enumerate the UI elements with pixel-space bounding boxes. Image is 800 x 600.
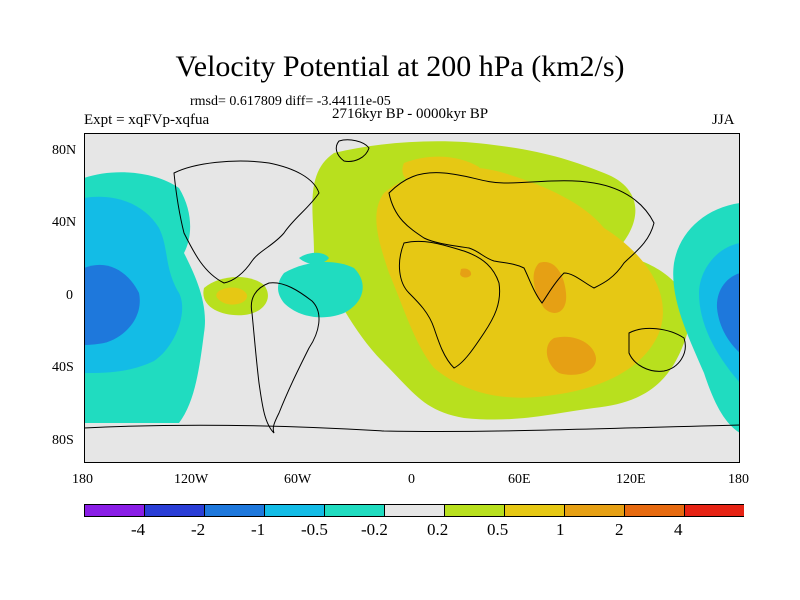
map-frame [84,133,740,463]
contour-positive-0.5-north [402,156,482,193]
contour-positive-0.5 [376,167,663,398]
colorbar-label: 2 [615,520,624,539]
contour-negative-1-west [84,264,140,345]
colorbar-swatch [564,504,625,517]
experiment-label: Expt = xqFVp-xqfua [84,112,210,128]
colorbar-swatch [144,504,205,517]
contour-negative-1-east [716,273,740,353]
period-subtitle: 2716kyr BP - 0000kyr BP [331,106,489,122]
contour-negative-atlantic [278,261,363,318]
colorbar-swatch [384,504,445,517]
colorbar-swatch [504,504,565,517]
colorbar-label: -0.5 [301,520,328,539]
colorbar-label: 4 [674,520,683,539]
y-tick-80s: 80S [52,433,74,448]
colorbar-label: -0.2 [361,520,388,539]
colorbar-swatch [444,504,505,517]
stats-line: rmsd= 0.617809 diff= -3.44111e-05 [190,94,391,109]
y-tick-0: 0 [66,288,73,303]
x-tick-120e: 120E [616,472,646,487]
colorbar-swatch [624,504,685,517]
colorbar-label: -2 [191,520,206,539]
season-label: JJA [712,112,735,128]
colorbar-swatch [684,504,744,517]
colorbar-label: 1 [556,520,565,539]
y-tick-80n: 80N [52,143,77,158]
colorbar [84,504,744,517]
y-tick-40n: 40N [52,215,77,230]
colorbar-label: -1 [251,520,266,539]
x-tick-120w: 120W [174,472,209,487]
x-tick-180w: 180 [72,472,93,487]
contour-positive-1-africa [460,268,472,278]
velocity-potential-map [84,133,740,463]
colorbar-swatch [324,504,385,517]
colorbar-label: 0.5 [487,520,509,539]
contour-positive-1 [533,262,567,313]
colorbar-swatch [84,504,145,517]
contour-negative-atlantic-north [299,252,329,265]
x-tick-60w: 60W [284,472,312,487]
contour-positive-1-south [546,336,597,375]
colorbar-swatch [264,504,325,517]
contour-positive-0.5-americas [216,287,248,305]
x-tick-60e: 60E [508,472,531,487]
colorbar-label: 0.2 [427,520,449,539]
colorbar-swatch [204,504,265,517]
colorbar-label: -4 [131,520,146,539]
map-title: Velocity Potential at 200 hPa (km2/s) [175,50,625,83]
x-tick-180e: 180 [728,472,749,487]
coastlines [84,139,740,434]
x-tick-0: 0 [408,472,415,487]
y-tick-40s: 40S [52,360,74,375]
